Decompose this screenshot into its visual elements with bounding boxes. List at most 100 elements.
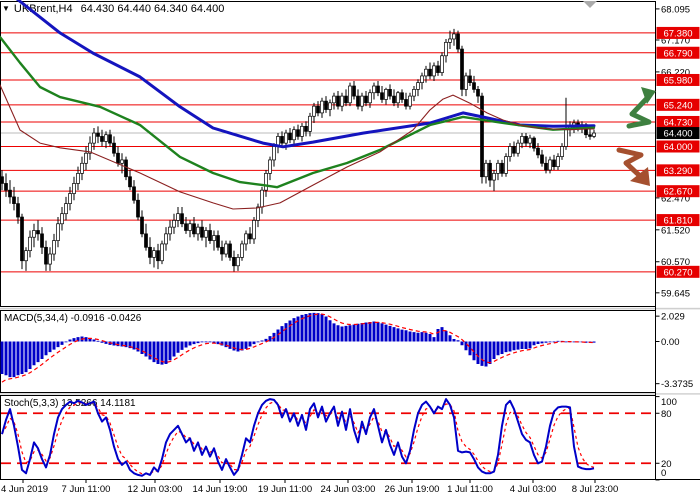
ma-green-line [0, 35, 596, 189]
macd-histogram-bar [368, 322, 372, 342]
candle-body [424, 68, 428, 77]
candle-body [196, 226, 200, 235]
candle-body [148, 246, 152, 258]
candle-body [204, 230, 208, 238]
candle-body [588, 134, 592, 137]
macd-histogram-bar [332, 323, 336, 342]
time-axis-label: 12 Jun 03:00 [128, 484, 183, 495]
macd-histogram-bar [120, 341, 124, 347]
candle-body [548, 159, 552, 171]
macd-histogram-bar [360, 323, 364, 342]
price-tick-label: 59.645 [661, 288, 690, 299]
price-level-badge-label: 66.790 [663, 48, 692, 59]
macd-histogram-bar [152, 341, 156, 363]
price-level-badge[interactable] [656, 164, 700, 177]
candle-body [116, 152, 120, 164]
time-axis-label: 26 Jun 19:00 [385, 484, 440, 495]
macd-histogram-bar [320, 314, 324, 342]
bullish-arrow-annotation-head[interactable] [641, 87, 656, 104]
macd-histogram-bar [0, 341, 4, 374]
macd-histogram-bar [424, 332, 428, 342]
macd-histogram-bar [244, 341, 248, 349]
bearish-arrow-annotation-head[interactable] [630, 167, 650, 186]
price-tick-label: 68.095 [661, 4, 690, 15]
macd-panel [0, 310, 656, 393]
macd-histogram-bar [436, 329, 440, 342]
macd-histogram-bar [292, 318, 296, 342]
price-level-badge[interactable] [656, 73, 700, 86]
macd-histogram-bar [280, 326, 284, 342]
latest-bar-marker-icon [583, 1, 597, 8]
macd-histogram-bar [508, 341, 512, 352]
macd-histogram-bar [316, 313, 320, 342]
macd-scale-label: 0.00 [661, 337, 680, 348]
macd-histogram-bar [124, 341, 128, 348]
candle-body [328, 102, 332, 110]
macd-histogram-bar [308, 313, 312, 342]
candle-body [564, 129, 568, 147]
candle-body [164, 233, 168, 245]
candle-body [544, 162, 548, 171]
macd-histogram-bar [176, 341, 180, 353]
candle-body [272, 146, 276, 161]
price-level-badge-label: 61.810 [663, 216, 692, 227]
chart-title-bar: ▼ UKBrent,H4 64.430 64.440 64.340 64.400 [2, 3, 224, 15]
candle-body [60, 213, 64, 225]
candle-body [32, 230, 36, 238]
main-chart-panel [0, 1, 656, 307]
price-level-badge-label: 67.380 [663, 28, 692, 39]
candle-body [120, 159, 124, 164]
time-axis-label: 4 Jul 03:00 [510, 484, 556, 495]
macd-histogram-bar [432, 337, 436, 342]
price-level-badge[interactable] [656, 265, 700, 278]
macd-histogram-bar [88, 338, 92, 342]
price-level-badge[interactable] [656, 98, 700, 111]
candle-body [432, 65, 436, 77]
macd-histogram-bar [476, 341, 480, 364]
price-level-badge[interactable] [656, 26, 700, 39]
price-level-badge-label: 64.000 [663, 142, 692, 153]
macd-histogram-bar [16, 341, 20, 376]
bearish-arrow-annotation[interactable] [616, 147, 644, 179]
candle-body [332, 95, 336, 104]
candle-body [468, 75, 472, 84]
stoch-scale-label: 0 [661, 468, 666, 479]
price-level-badge[interactable] [656, 115, 700, 128]
price-level-badge[interactable] [656, 46, 700, 59]
price-level-badge[interactable] [656, 140, 700, 153]
macd-histogram-bar [48, 341, 52, 353]
macd-histogram-bar [456, 340, 460, 342]
macd-histogram-bar [416, 332, 420, 342]
current-price-badge [656, 127, 700, 140]
collapse-arrow-icon[interactable]: ▼ [2, 4, 10, 13]
candle-body [412, 89, 416, 97]
macd-scale-label: -3.3735 [661, 379, 693, 390]
macd-histogram-bar [240, 341, 244, 351]
bullish-arrow-annotation[interactable] [626, 92, 653, 129]
candle-body [360, 95, 364, 107]
price-level-badge[interactable] [656, 185, 700, 198]
candle-body [592, 132, 596, 137]
candle-body [476, 89, 480, 97]
candle-body [40, 233, 44, 248]
price-level-badge-label: 60.270 [663, 267, 692, 278]
macd-histogram-bar [464, 341, 468, 351]
macd-histogram-bar [484, 341, 488, 367]
candle-body [396, 92, 400, 104]
candle-body [104, 134, 108, 142]
macd-histogram-bar [216, 341, 220, 345]
macd-histogram-bar [504, 341, 508, 353]
macd-histogram-bar [328, 320, 332, 342]
candle-body [80, 162, 84, 174]
macd-histogram-bar [408, 331, 412, 342]
stoch-scale-label: 100 [661, 397, 677, 408]
macd-histogram-bar [24, 341, 28, 373]
candle-body [440, 55, 444, 73]
macd-histogram-bar [180, 341, 184, 350]
macd-histogram-bar [44, 341, 48, 356]
macd-histogram-bar [32, 341, 36, 366]
macd-histogram-bar [420, 332, 424, 342]
price-level-badge[interactable] [656, 214, 700, 227]
macd-histogram-bar [56, 341, 60, 348]
